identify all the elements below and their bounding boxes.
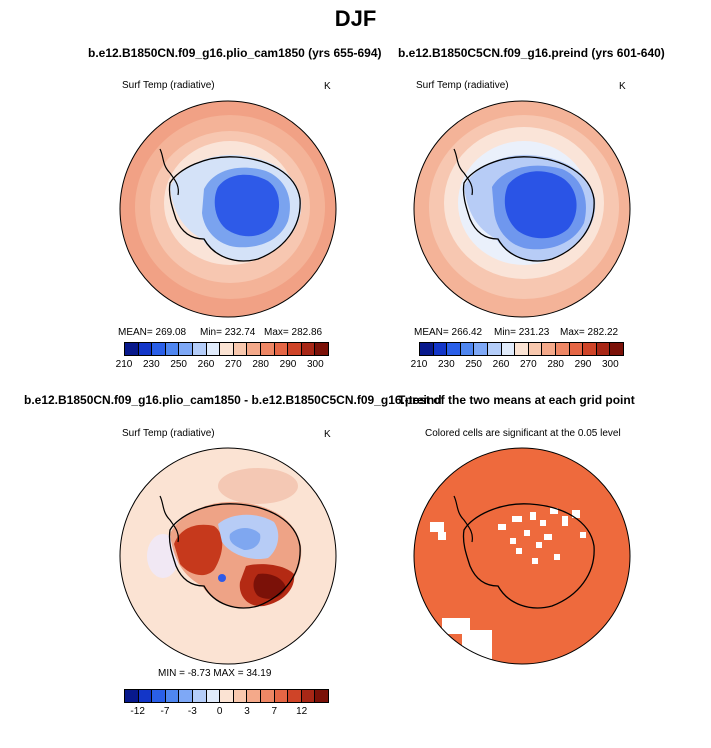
variable-label-top-left: Surf Temp (radiative) [122,80,215,91]
colorbar-swatch [288,343,302,355]
units-label-bottom-left: K [324,429,331,440]
colorbar-swatch [152,343,166,355]
significance-caption: Colored cells are significant at the 0.0… [425,428,621,439]
colorbar-swatch [206,343,221,355]
colorbar-swatch [447,343,461,355]
panel-title-bottom-right: T-test of the two means at each grid poi… [398,393,635,407]
colorbar-swatch [165,690,180,702]
figure-title: DJF [334,6,377,31]
colorbar-tick-label: 0 [216,706,223,717]
colorbar-swatch [220,343,234,355]
colorbar-tick-label: 250 [170,359,187,370]
colorbar-swatch [474,343,488,355]
stats-max-top-left: Max= 282.86 [264,327,323,338]
colorbar-tick-label: 270 [224,359,242,370]
colorbar-swatch [260,690,275,702]
colorbar-swatch [138,690,153,702]
colorbar-tick-label: 230 [437,359,455,370]
colorbar-tick-label: 260 [197,359,215,370]
colorbar-swatch [192,690,207,702]
colorbar-swatch [596,343,611,355]
colorbar-swatch [152,690,166,702]
stats-difference: MIN = -8.73 MAX = 34.19 [158,668,272,679]
antarctic-map-top-right [413,100,631,318]
colorbar-swatch [247,343,261,355]
colorbar-swatch [420,343,434,355]
colorbar-swatch [220,690,234,702]
colorbar-swatch [315,343,328,355]
antarctic-difference-map [119,447,337,665]
colorbar-swatch [233,343,248,355]
colorbar-swatch [528,343,543,355]
colorbar-tick-label: -3 [187,706,197,717]
colorbar-swatch [165,343,180,355]
colorbar-swatch [583,343,597,355]
antarctic-map-top-left [119,100,337,318]
stats-max-top-right: Max= 282.22 [560,327,619,338]
stats-min-top-right: Min= 231.23 [494,327,550,338]
colorbar-swatch [288,690,302,702]
colorbar-tick-label: 250 [465,359,482,370]
colorbar-tick-label: 3 [244,706,250,717]
colorbar-top-left [124,342,329,356]
colorbar-tick-label: -7 [160,706,170,717]
colorbar-swatch [460,343,475,355]
colorbar-tick-label: 210 [410,359,428,370]
colorbar-swatch [274,343,289,355]
colorbar-tick-label: 300 [306,359,324,370]
colorbar-difference [124,689,329,703]
colorbar-swatch [487,343,502,355]
panel-title-top-right: b.e12.B1850C5CN.f09_g16.preind (yrs 601-… [398,46,665,60]
stats-mean-top-left: MEAN= 269.08 [118,327,187,338]
colorbar-swatch [192,343,207,355]
colorbar-swatch [274,690,289,702]
colorbar-swatch [179,690,193,702]
colorbar-swatch [301,690,316,702]
colorbar-swatch [610,343,623,355]
panel-title-bottom-left: b.e12.B1850CN.f09_g16.plio_cam1850 - b.e… [24,393,442,407]
colorbar-tick-label: 270 [519,359,537,370]
colorbar-swatch [501,343,516,355]
colorbar-swatch [301,343,316,355]
colorbar-swatch [542,343,556,355]
units-label-top-left: K [324,81,331,92]
colorbar-swatch [206,690,221,702]
colorbar-swatch [260,343,275,355]
colorbar-swatch [125,343,139,355]
colorbar-swatch [515,343,529,355]
colorbar-tick-label: 7 [271,706,278,717]
colorbar-swatch [433,343,448,355]
colorbar-tick-label: 230 [142,359,160,370]
colorbar-tick-label: -12 [130,706,145,717]
colorbar-tick-label: 210 [115,359,133,370]
colorbar-tick-label: 12 [296,706,308,717]
colorbar-swatch [555,343,570,355]
variable-label-bottom-left: Surf Temp (radiative) [122,428,215,439]
colorbar-tick-label: 280 [547,359,564,370]
colorbar-swatch [315,690,328,702]
colorbar-tick-label: 300 [601,359,619,370]
colorbar-swatch [125,690,139,702]
colorbar-top-right [419,342,624,356]
colorbar-tick-label: 290 [279,359,297,370]
colorbar-tick-label: 290 [574,359,592,370]
t-test-significance-map [413,447,631,665]
colorbar-swatch [569,343,584,355]
panel-title-top-left: b.e12.B1850CN.f09_g16.plio_cam1850 (yrs … [88,46,382,60]
stats-mean-top-right: MEAN= 266.42 [414,327,483,338]
units-label-top-right: K [619,81,626,92]
colorbar-swatch [138,343,153,355]
colorbar-swatch [247,690,261,702]
stats-min-top-left: Min= 232.74 [200,327,256,338]
colorbar-tick-label: 260 [492,359,510,370]
colorbar-swatch [179,343,193,355]
colorbar-swatch [233,690,248,702]
colorbar-tick-label: 280 [252,359,269,370]
variable-label-top-right: Surf Temp (radiative) [416,80,509,91]
